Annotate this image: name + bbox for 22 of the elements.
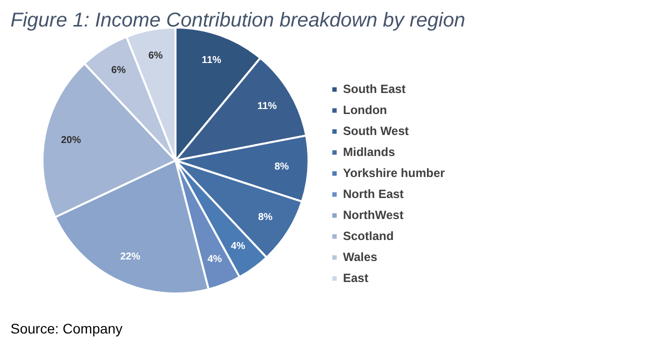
data-label: 8% <box>258 212 273 224</box>
data-label: 6% <box>148 50 163 62</box>
legend-label: East <box>343 271 368 285</box>
legend-label: South East <box>343 82 406 96</box>
legend-label: Scotland <box>343 229 394 243</box>
legend-label: North East <box>343 187 404 201</box>
source-note: Source: Company <box>10 320 123 336</box>
data-label: 4% <box>230 241 246 252</box>
data-label: 6% <box>111 65 126 76</box>
data-label: 20% <box>60 135 82 146</box>
chart-title: Figure 1: Income Contribution breakdown by region <box>10 10 466 32</box>
data-label: 11% <box>257 100 277 112</box>
legend-label: Midlands <box>343 145 396 159</box>
legend-label: NorthWest <box>343 208 404 222</box>
legend-label: Yorkshire humber <box>343 166 445 180</box>
legend-label: London <box>343 103 387 117</box>
legend-label: Wales <box>343 250 378 264</box>
data-label: 8% <box>274 162 290 173</box>
data-label: 22% <box>120 251 140 262</box>
legend-label: South West <box>343 124 409 138</box>
data-label: 11% <box>202 54 222 66</box>
data-label: 4% <box>207 254 222 265</box>
